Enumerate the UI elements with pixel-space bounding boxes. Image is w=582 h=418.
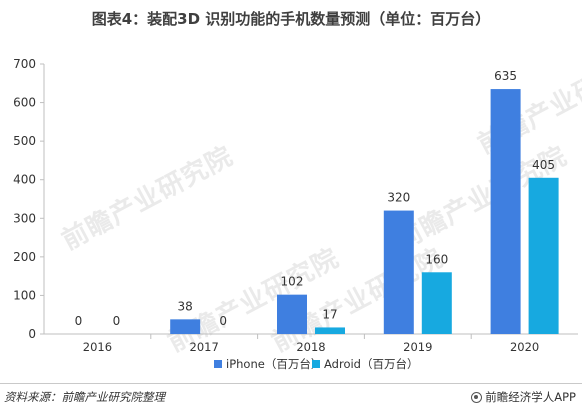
- bar-iphone-2019: [383, 210, 414, 334]
- bar-iphone-2020: [490, 89, 521, 334]
- x-tick-label: 2019: [403, 340, 432, 354]
- y-tick-label: 500: [13, 134, 36, 148]
- legend-label-iphone: iPhone（百万台）: [226, 357, 322, 371]
- data-label-adroid-2019: 160: [425, 252, 448, 266]
- bar-iphone-2017: [170, 319, 201, 334]
- data-label-iphone-2016: 0: [75, 314, 83, 328]
- brand-name: 前瞻经济学人APP: [485, 390, 576, 404]
- bar-adroid-2019: [421, 272, 452, 334]
- data-label-adroid-2018: 17: [322, 307, 337, 321]
- chart-title: 图表4：装配3D 识别功能的手机数量预测（单位：百万台）: [91, 10, 491, 28]
- data-label-iphone-2018: 102: [281, 275, 304, 289]
- data-label-adroid-2020: 405: [532, 158, 555, 172]
- x-tick-label: 2020: [510, 340, 539, 354]
- brand-logo-icon: [471, 391, 483, 403]
- y-tick-label: 300: [13, 211, 36, 225]
- y-tick-label: 400: [13, 173, 36, 187]
- data-label-iphone-2019: 320: [387, 191, 410, 205]
- x-tick-label: 2018: [296, 340, 325, 354]
- bar-adroid-2018: [315, 327, 345, 334]
- bar-iphone-2018: [277, 294, 307, 334]
- data-label-adroid-2016: 0: [113, 314, 121, 328]
- data-label-adroid-2017: 0: [219, 314, 227, 328]
- y-tick-label: 600: [13, 96, 36, 110]
- y-tick-label: 0: [28, 327, 36, 341]
- legend-label-adroid: Adroid（百万台）: [324, 357, 418, 371]
- brand-mark: 前瞻经济学人APP: [471, 389, 576, 405]
- y-tick-label: 200: [13, 250, 36, 264]
- y-tick-label: 700: [13, 57, 36, 71]
- x-tick-label: 2017: [190, 340, 219, 354]
- legend-swatch-adroid: [312, 360, 320, 368]
- footer-divider: [0, 383, 582, 384]
- data-label-iphone-2017: 38: [178, 299, 193, 313]
- legend-swatch-iphone: [214, 360, 222, 368]
- data-label-iphone-2020: 635: [494, 69, 517, 83]
- source-note: 资料来源：前瞻产业研究院整理: [4, 390, 165, 404]
- x-tick-label: 2016: [83, 340, 112, 354]
- y-tick-label: 100: [13, 288, 36, 302]
- bar-adroid-2020: [528, 177, 559, 334]
